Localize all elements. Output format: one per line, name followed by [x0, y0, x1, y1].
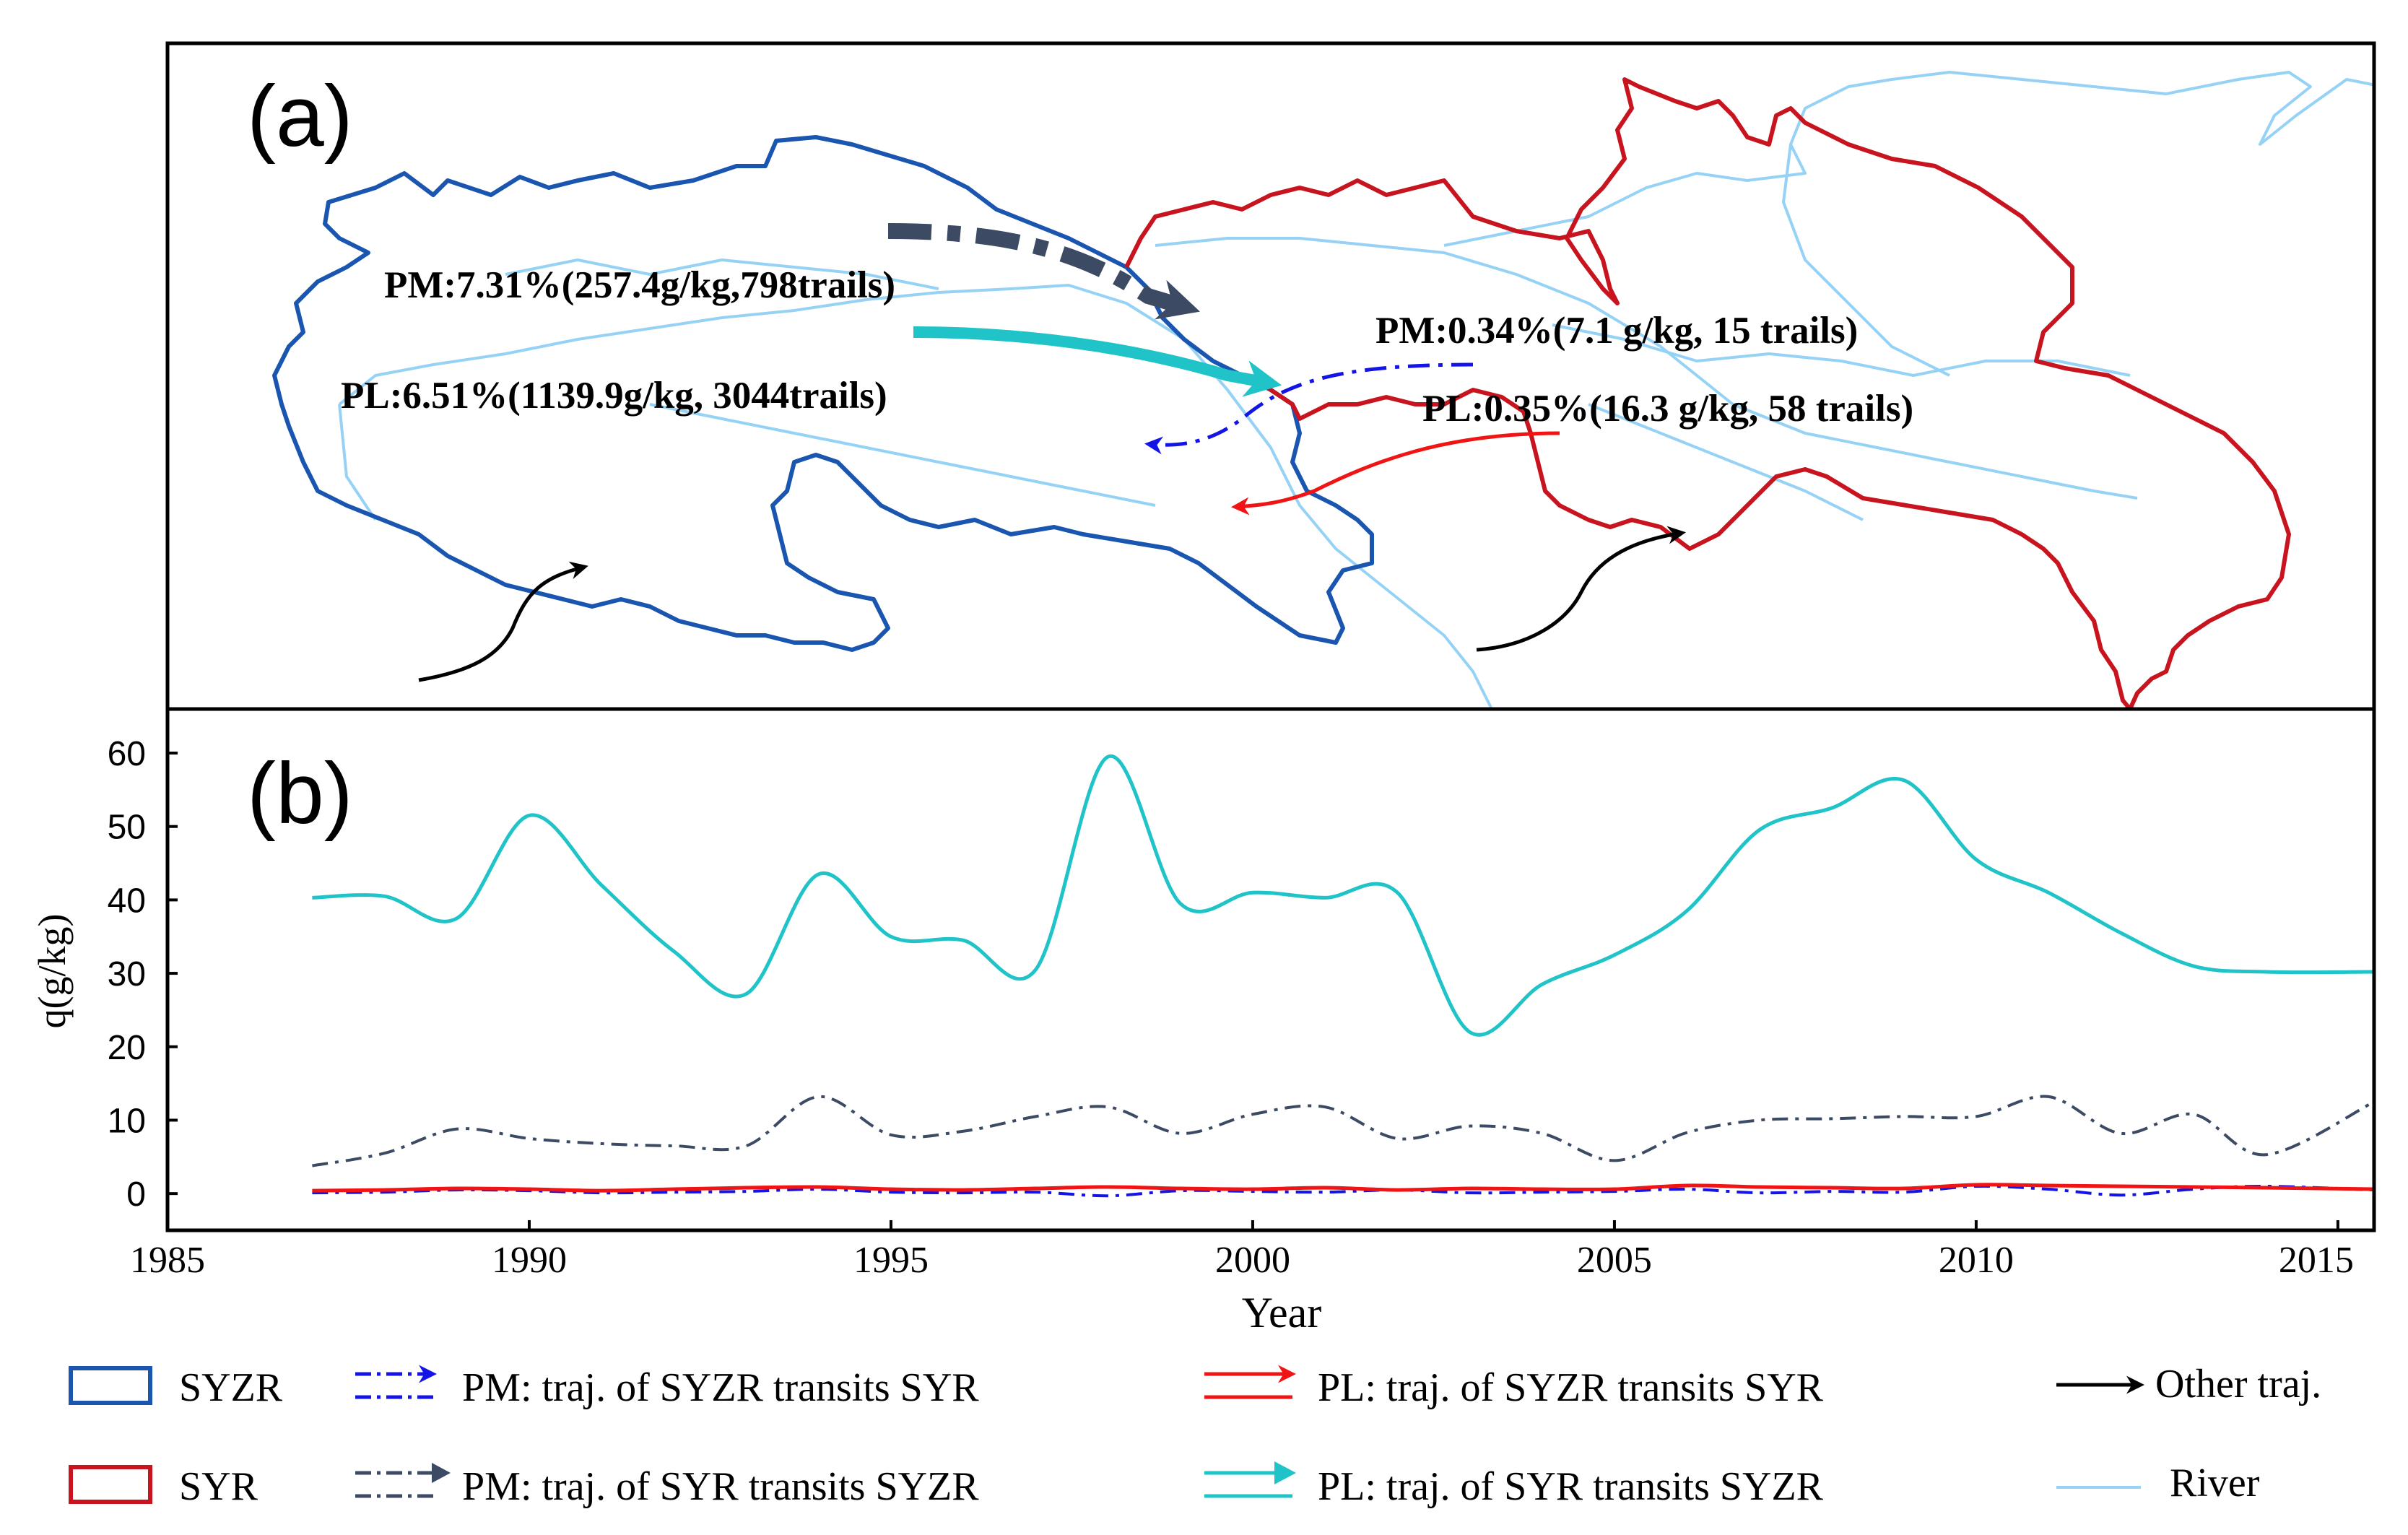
pl-syzr-arrow: [1231, 431, 1560, 516]
y-tick-label: 50: [108, 809, 146, 847]
series-line-3: [312, 1184, 2374, 1198]
river-syr-main: [1155, 237, 2138, 500]
y-tick-label: 0: [126, 1175, 146, 1214]
syzr-boundary: [272, 135, 1374, 652]
x-axis-label: Year: [1242, 1289, 1322, 1336]
legend-pl-syr-swatch: [1204, 1461, 1296, 1498]
legend-pm-syzr-swatch: [355, 1365, 437, 1399]
legend-syr-label: SYR: [179, 1464, 258, 1509]
syr-pl-annotation: PL:6.51%(1139.9g/kg, 3044trails): [341, 375, 887, 417]
other-traj-arrow-left: [418, 561, 588, 682]
legend-pl-syzr-label: PL: traj. of SYZR transits SYR: [1318, 1365, 1824, 1410]
series-line-2: [312, 1183, 2374, 1193]
legend-pl-syr-label: PL: traj. of SYR transits SYZR: [1318, 1464, 1824, 1509]
legend-syzr-label: SYZR: [179, 1365, 283, 1410]
river-syr-east: [1782, 144, 1950, 377]
syr-boundary: [1124, 77, 2291, 709]
x-tick-label: 1985: [130, 1240, 205, 1281]
panel-a-label: (a): [247, 68, 353, 165]
pm-syzr-arrow: [1144, 362, 1474, 455]
river-syzr-south: [649, 403, 1156, 507]
other-traj-arrow-right: [1476, 526, 1686, 652]
x-tick-label: 2000: [1215, 1240, 1290, 1281]
legend-syzr-swatch: [69, 1366, 152, 1405]
river-main: [338, 284, 1494, 709]
y-axis-label: q(g/kg): [30, 914, 74, 1029]
syr-pm-annotation: PM:7.31%(257.4g/kg,798trails): [384, 264, 895, 306]
legend: SYZR PM: traj. of SYZR transits SYR PL: …: [69, 1362, 2321, 1509]
x-tick-label: 1990: [492, 1240, 567, 1281]
x-tick-label: 1995: [853, 1240, 929, 1281]
river-network: [338, 71, 2374, 709]
river-syzr-north: [505, 258, 939, 290]
y-tick-label: 20: [108, 1029, 146, 1067]
map-panel: PM:7.31%(257.4g/kg,798trails) PL:6.51%(1…: [165, 41, 2376, 711]
river-syzr-west: [338, 404, 377, 521]
series-line-1: [312, 1095, 2374, 1167]
series-line-0: [312, 754, 2374, 1037]
x-tick-label: 2015: [2279, 1240, 2354, 1281]
legend-pl-syzr-swatch: [1204, 1365, 1296, 1399]
x-tick-label: 2010: [1939, 1240, 2014, 1281]
legend-other-label: Other traj.: [2155, 1362, 2321, 1406]
syzr-pl-annotation: PL:0.35%(16.3 g/kg, 58 trails): [1422, 388, 1913, 430]
panel-b-frame: [165, 707, 2376, 1232]
legend-pm-syzr-label: PM: traj. of SYZR transits SYR: [462, 1365, 979, 1410]
panel-b-label: (b): [247, 745, 353, 842]
river-syr-south: [1588, 403, 1864, 521]
line-chart: 1985 1990 1995 2000 2005 2010 2015 0 10 20 30 40 50…: [30, 707, 2376, 1336]
syzr-pm-annotation: PM:0.34%(7.1 g/kg, 15 trails): [1375, 310, 1858, 352]
y-tick-label: 30: [108, 955, 146, 993]
river-syr-north: [1443, 71, 2374, 247]
legend-pm-syr-label: PM: traj. of SYR transits SYZR: [462, 1464, 979, 1509]
x-tick-label: 2005: [1577, 1240, 1652, 1281]
legend-pm-syr-swatch: [355, 1463, 451, 1498]
y-tick-label: 10: [108, 1102, 146, 1140]
y-tick-label: 40: [108, 882, 146, 920]
legend-river-label: River: [2170, 1461, 2260, 1505]
legend-syr-swatch: [69, 1465, 152, 1504]
pm-syr-arrow: [887, 223, 1200, 320]
y-tick-label: 60: [108, 735, 146, 773]
river-syr-middle: [1552, 323, 2131, 377]
pl-syr-arrow: [913, 326, 1282, 397]
